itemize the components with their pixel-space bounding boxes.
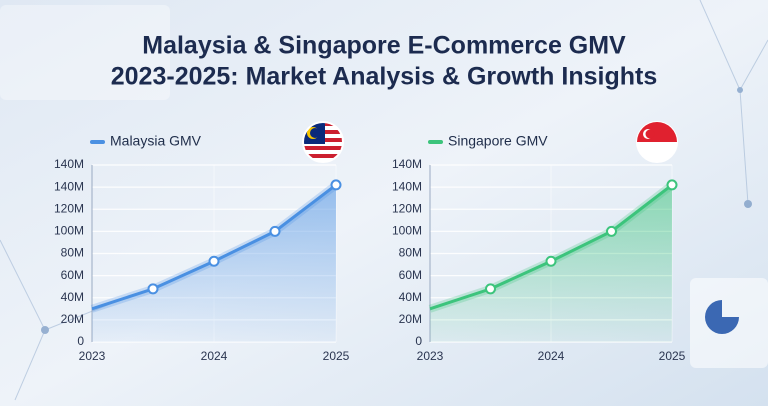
flag-border <box>302 121 344 163</box>
y-tick-label: 100M <box>392 224 422 238</box>
y-tick-label: 140M <box>392 157 422 171</box>
x-tick-label: 2024 <box>201 349 228 363</box>
title-line: Malaysia & Singapore E-Commerce GMV <box>142 32 626 60</box>
legend-label: Singapore GMV <box>448 133 548 149</box>
x-tick-label: 2025 <box>659 349 686 363</box>
x-tick-label: 2024 <box>538 349 565 363</box>
y-tick-label: 140M <box>54 179 84 193</box>
y-tick-label: 140M <box>392 179 422 193</box>
point <box>485 283 496 295</box>
y-tick-label: 80M <box>61 246 84 260</box>
y-tick-label: 120M <box>392 201 422 215</box>
point <box>330 179 342 191</box>
point <box>545 255 557 267</box>
y-tick-label: 20M <box>399 312 422 326</box>
point <box>606 225 617 237</box>
decoration-panel <box>0 5 768 368</box>
flag-singapore <box>636 121 678 163</box>
y-tick-label: 120M <box>54 201 84 215</box>
flag-malaysia <box>303 122 343 162</box>
y-tick-label: 40M <box>399 290 422 304</box>
point <box>147 283 159 295</box>
y-tick-label: 80M <box>399 246 422 260</box>
y-tick-label: 20M <box>61 312 84 326</box>
x-tick-label: 2025 <box>323 349 350 363</box>
y-tick-label: 60M <box>399 268 422 282</box>
point <box>208 255 220 267</box>
x-tick-label: 2023 <box>417 349 444 363</box>
y-tick-label: 60M <box>61 268 84 282</box>
title-line: 2023-2025: Market Analysis & Growth Insi… <box>111 63 657 91</box>
point <box>269 225 281 237</box>
y-tick-label: 140M <box>54 157 84 171</box>
y-tick-label: 0 <box>77 334 84 348</box>
legend-label: Malaysia GMV <box>110 133 202 149</box>
y-tick-label: 40M <box>61 290 84 304</box>
y-tick-label: 100M <box>54 224 84 238</box>
y-tick-label: 0 <box>415 334 422 348</box>
point <box>666 179 678 191</box>
x-tick-label: 2023 <box>79 349 106 363</box>
